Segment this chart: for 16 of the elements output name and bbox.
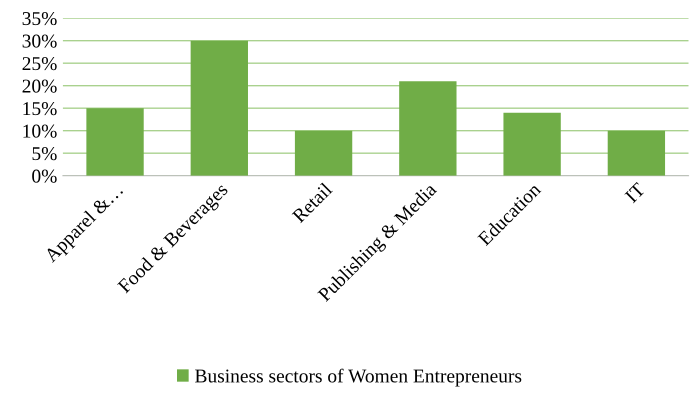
x-tick-label: IT xyxy=(624,182,646,204)
bar xyxy=(190,40,248,176)
y-tick-label: 10% xyxy=(23,124,57,138)
y-tick-label: 15% xyxy=(23,102,57,116)
y-tick-label: 25% xyxy=(22,57,57,70)
bar xyxy=(86,108,144,176)
y-tick-label: 0% xyxy=(32,170,57,183)
bar xyxy=(503,112,561,176)
y-tick-label: 20% xyxy=(22,80,57,93)
legend-label: Business sectors of Women Entrepreneurs xyxy=(195,368,522,386)
bar xyxy=(608,130,666,176)
y-tick-label: 5% xyxy=(32,147,57,160)
bar xyxy=(399,81,457,176)
y-tick-label: 35% xyxy=(22,12,57,26)
y-tick-label: 30% xyxy=(22,34,57,48)
bar xyxy=(294,130,352,176)
